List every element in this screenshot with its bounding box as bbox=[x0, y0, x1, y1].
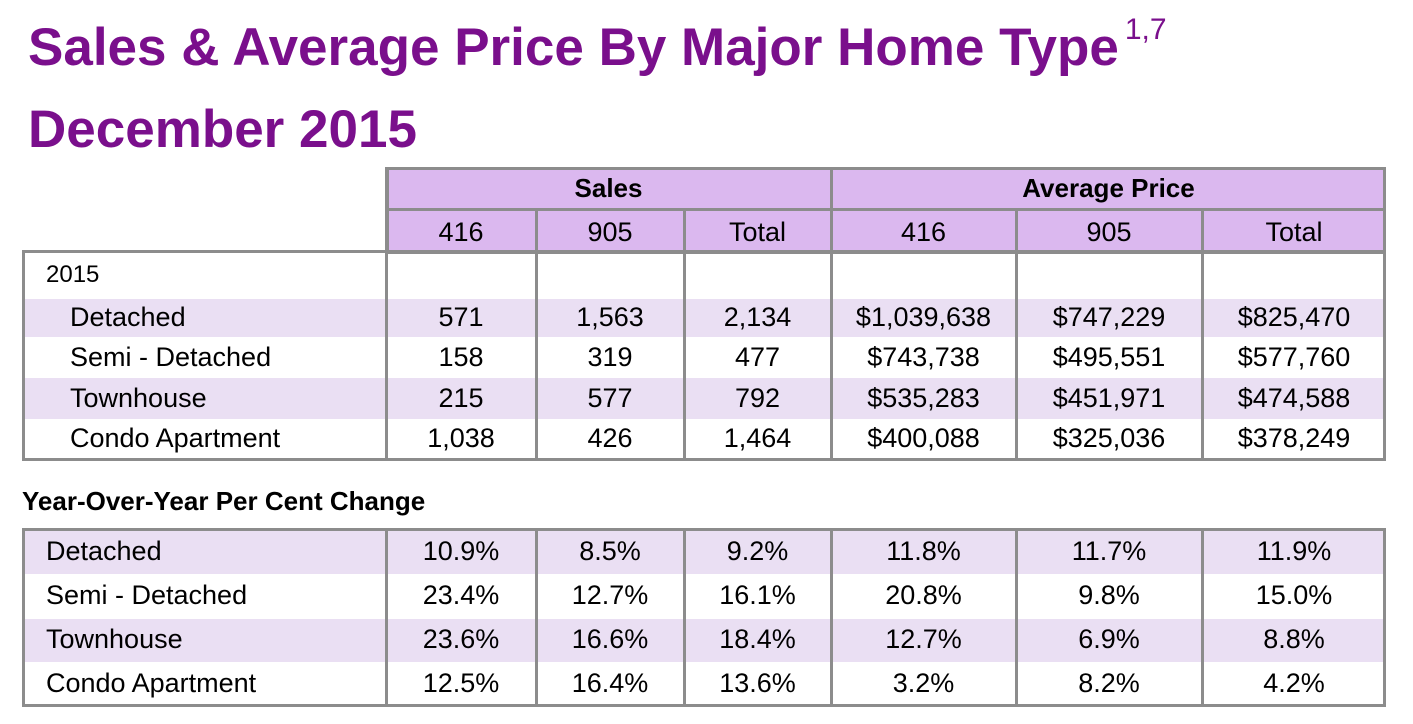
average-price-group-header: Average Price bbox=[1022, 173, 1195, 203]
row-label: Townhouse bbox=[46, 624, 183, 654]
grid-line bbox=[1201, 209, 1204, 461]
page-subtitle: December 2015 bbox=[28, 100, 417, 159]
title-line-1: Sales & Average Price By Major Home Type bbox=[28, 18, 1119, 77]
table-cell: 2,134 bbox=[723, 302, 792, 332]
table-col-bg bbox=[386, 252, 536, 461]
row-label: Townhouse bbox=[70, 383, 207, 413]
table-cell: 6.9% bbox=[1078, 624, 1140, 654]
table-cell: $825,470 bbox=[1237, 302, 1351, 332]
grid-line bbox=[535, 528, 538, 707]
table-cell: 11.7% bbox=[1071, 536, 1147, 566]
table-cell: 10.9% bbox=[422, 536, 500, 566]
row-band bbox=[22, 619, 1386, 662]
table-cell: 571 bbox=[438, 302, 484, 332]
row-label: Detached bbox=[46, 536, 162, 566]
table-cell: 20.8% bbox=[885, 580, 962, 610]
table-cell: $743,738 bbox=[867, 342, 980, 372]
grid-line bbox=[386, 208, 1386, 211]
column-header: 905 bbox=[587, 217, 633, 247]
table-cell: 8.2% bbox=[1078, 668, 1140, 698]
table-cell: 13.6% bbox=[719, 668, 796, 698]
table-cell: 15.0% bbox=[1255, 580, 1333, 610]
sales-group-header: Sales bbox=[574, 173, 643, 203]
column-header: 416 bbox=[438, 217, 484, 247]
table-border bbox=[22, 528, 1386, 707]
grid-line bbox=[830, 167, 833, 461]
row-label: Semi - Detached bbox=[70, 342, 272, 372]
table-border bbox=[22, 250, 1386, 461]
yoy-heading: Year-Over-Year Per Cent Change bbox=[22, 486, 426, 516]
table-cell: 426 bbox=[587, 423, 633, 453]
table-cell: $1,039,638 bbox=[855, 302, 992, 332]
table-cell: $495,551 bbox=[1052, 342, 1166, 372]
table-cell: 215 bbox=[438, 383, 484, 413]
table-cell: 11.9% bbox=[1256, 536, 1332, 566]
row-band bbox=[22, 531, 1386, 574]
table-cell: $747,229 bbox=[1052, 302, 1166, 332]
table-cell: 319 bbox=[587, 342, 633, 372]
table-cell: 1,563 bbox=[576, 302, 644, 332]
row-label: Condo Apartment bbox=[70, 423, 281, 453]
table-cell: $378,249 bbox=[1237, 423, 1351, 453]
table-cell: 11.8% bbox=[886, 536, 961, 566]
table-cell: 16.4% bbox=[571, 668, 649, 698]
grid-line bbox=[385, 528, 388, 707]
table-cell: 9.2% bbox=[726, 536, 789, 566]
table-cell: $577,760 bbox=[1237, 342, 1351, 372]
page-title: Sales & Average Price By Major Home Type… bbox=[28, 13, 1167, 86]
title-superscript: 1,7 bbox=[1124, 13, 1167, 46]
grid-line bbox=[1015, 528, 1018, 707]
table-col-bg bbox=[684, 252, 831, 461]
column-header: Total bbox=[1265, 217, 1323, 247]
table-cell: 23.4% bbox=[422, 580, 500, 610]
grid-line bbox=[1201, 528, 1204, 707]
table-cell: 16.6% bbox=[571, 624, 649, 654]
row-label: Condo Apartment bbox=[46, 668, 257, 698]
table-col-bg bbox=[22, 252, 386, 461]
column-header: 905 bbox=[1086, 217, 1132, 247]
table-cell: 12.7% bbox=[571, 580, 649, 610]
table-cell: 12.5% bbox=[422, 668, 500, 698]
grid-line bbox=[683, 528, 686, 707]
grid-line bbox=[683, 209, 686, 461]
table-cell: 477 bbox=[734, 342, 781, 372]
row-label: Detached bbox=[70, 302, 186, 332]
row-band bbox=[22, 378, 1386, 419]
table-cell: 577 bbox=[587, 383, 633, 413]
table-cell: $451,971 bbox=[1052, 383, 1166, 413]
table-cell: 9.8% bbox=[1078, 580, 1140, 610]
table-cell: $474,588 bbox=[1237, 383, 1351, 413]
table-col-bg bbox=[536, 252, 684, 461]
table-col-bg bbox=[831, 252, 1016, 461]
table-cell: 792 bbox=[734, 383, 781, 413]
grid-line bbox=[385, 167, 388, 461]
column-header: 416 bbox=[900, 217, 947, 247]
table-cell: 1,464 bbox=[723, 423, 792, 453]
table-cell: $400,088 bbox=[867, 423, 980, 453]
table-cell: 18.4% bbox=[719, 624, 796, 654]
column-header: Total bbox=[728, 217, 787, 247]
grid-line bbox=[535, 209, 538, 461]
row-band bbox=[22, 299, 1386, 337]
table-cell: 8.8% bbox=[1263, 624, 1325, 654]
grid-line bbox=[830, 528, 833, 707]
table-cell: 12.7% bbox=[885, 624, 962, 654]
table-cell: 16.1% bbox=[719, 580, 796, 610]
row-label: Semi - Detached bbox=[46, 580, 248, 610]
table-cell: 158 bbox=[438, 342, 484, 372]
grid-line bbox=[1015, 209, 1018, 461]
table-cell: $325,036 bbox=[1052, 423, 1166, 453]
table-cell: 23.6% bbox=[422, 624, 500, 654]
table-col-bg bbox=[1202, 252, 1386, 461]
year-label: 2015 bbox=[46, 261, 100, 288]
table-cell: $535,283 bbox=[867, 383, 980, 413]
table-cell: 8.5% bbox=[579, 536, 641, 566]
table-col-bg bbox=[1016, 252, 1202, 461]
table-cell: 4.2% bbox=[1263, 668, 1325, 698]
table-cell: 1,038 bbox=[427, 423, 495, 453]
table-cell: 3.2% bbox=[892, 668, 955, 698]
